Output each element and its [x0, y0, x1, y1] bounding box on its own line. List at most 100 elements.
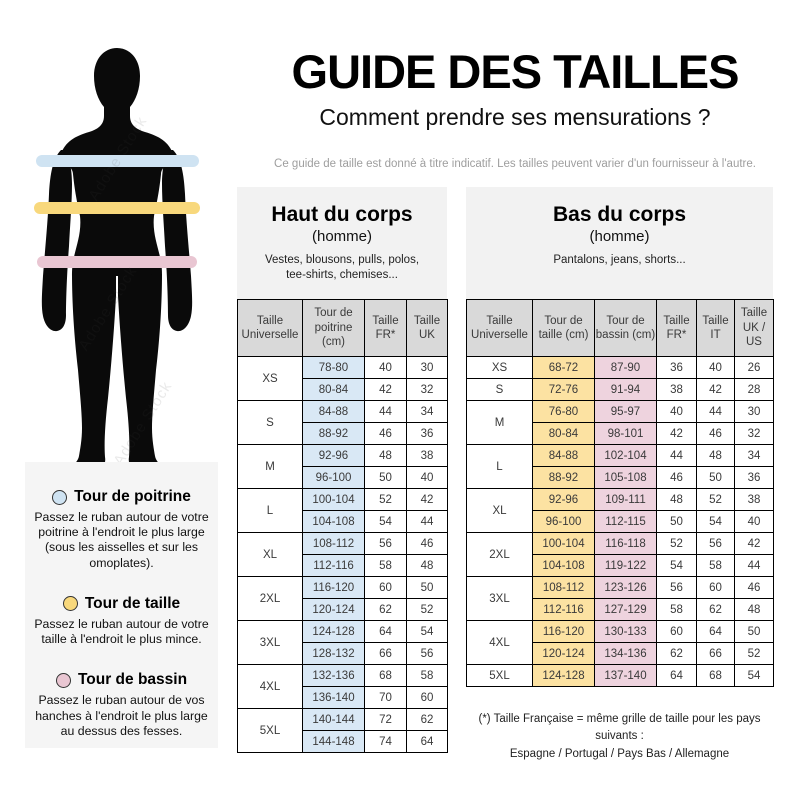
table-cell: 32 — [406, 378, 448, 401]
table-row: 120-124 134-136 62 66 52 — [467, 642, 774, 665]
table-cell: 44 — [656, 444, 697, 467]
table-cell: 64 — [364, 620, 407, 643]
table-cell: 30 — [406, 356, 448, 379]
table-cell: 124-128 — [302, 620, 365, 643]
table-row: 112-116 58 48 — [238, 554, 448, 577]
table-cell: 116-120 — [302, 576, 365, 599]
column-header: Taille UK / US — [734, 299, 774, 357]
column-header: Taille Universelle — [237, 299, 303, 357]
table-row: 4XL 132-136 68 58 — [237, 664, 448, 709]
legend-title: Tour de bassin — [77, 671, 188, 689]
column-header: Tour de taille (cm) — [532, 299, 595, 357]
table-cell: 72 — [364, 708, 407, 731]
lower-body-panel: Bas du corps (homme) Pantalons, jeans, s… — [466, 187, 773, 299]
table-cell: 137-140 — [594, 664, 657, 687]
table-cell: 44 — [364, 400, 407, 423]
size-cell: XS — [466, 356, 533, 379]
footnote-line-2: Espagne / Portugal / Pays Bas / Allemagn… — [509, 747, 730, 760]
table-cell: 38 — [734, 488, 774, 511]
size-cell: S — [237, 400, 303, 445]
table-row: 104-108 54 44 — [238, 510, 448, 533]
table-row: 3XL 108-112 123-126 56 60 46 — [466, 576, 774, 621]
table-cell: 64 — [656, 664, 697, 687]
upper-body-panel: Haut du corps (homme) Vestes, blousons, … — [237, 187, 447, 299]
table-cell: 38 — [406, 444, 448, 467]
lower-body-size-table: Taille Universelle Tour de taille (cm) Tou… — [466, 299, 774, 687]
table-cell: 56 — [696, 532, 735, 555]
lower-body-gender: (homme) — [589, 228, 650, 245]
table-cell: 50 — [696, 466, 735, 489]
column-header: Taille Universelle — [466, 299, 533, 357]
table-cell: 58 — [364, 554, 407, 577]
table-cell: 64 — [696, 620, 735, 643]
table-cell: 60 — [696, 576, 735, 599]
header-row: Taille Universelle Tour de poitrine (cm) T… — [237, 299, 448, 357]
table-cell: 46 — [696, 422, 735, 445]
table-cell: 102-104 — [594, 444, 657, 467]
table-cell: 88-92 — [532, 466, 595, 489]
table-cell: 119-122 — [594, 554, 657, 577]
table-cell: 34 — [406, 400, 448, 423]
size-cell: 3XL — [466, 576, 533, 621]
table-cell: 68 — [364, 664, 407, 687]
table-cell: 95-97 — [594, 400, 657, 423]
table-cell: 80-84 — [532, 422, 595, 445]
page-subtitle: Comment prendre ses mensurations ? — [319, 104, 711, 130]
legend-description: Passez le ruban autour de votre taille à… — [34, 616, 209, 647]
column-header: Tour de bassin (cm) — [594, 299, 657, 357]
table-cell: 116-120 — [532, 620, 595, 643]
table-cell: 112-116 — [532, 598, 595, 621]
upper-body-gender: (homme) — [311, 228, 372, 245]
table-cell: 127-129 — [594, 598, 657, 621]
legend-title-row: Tour de bassin — [25, 671, 218, 689]
table-row: 5XL 140-144 72 62 — [237, 708, 448, 753]
header-row: Taille Universelle Tour de taille (cm) Tou… — [466, 299, 774, 357]
table-cell: 136-140 — [302, 686, 365, 709]
table-cell: 116-118 — [594, 532, 657, 555]
table-cell: 68-72 — [532, 356, 595, 379]
table-cell: 46 — [656, 466, 697, 489]
table-cell: 26 — [734, 356, 774, 379]
table-row: M 76-80 95-97 40 44 30 — [466, 400, 774, 445]
table-cell: 60 — [406, 686, 448, 709]
table-cell: 48 — [406, 554, 448, 577]
table-cell: 46 — [734, 576, 774, 599]
legend-title: Tour de taille — [84, 594, 181, 612]
table-cell: 112-116 — [302, 554, 365, 577]
size-cell: L — [237, 488, 303, 533]
table-cell: 140-144 — [302, 708, 365, 731]
table-row: 88-92 105-108 46 50 36 — [467, 466, 774, 489]
footnote-line-1: (*) Taille Française = même grille de ta… — [478, 713, 761, 743]
table-cell: 68 — [696, 664, 735, 687]
table-cell: 50 — [656, 510, 697, 533]
table-cell: 109-111 — [594, 488, 657, 511]
table-cell: 104-108 — [532, 554, 595, 577]
table-cell: 60 — [364, 576, 407, 599]
column-header: Taille UK — [406, 299, 448, 357]
table-cell: 46 — [406, 532, 448, 555]
table-row: 96-100 112-115 50 54 40 — [467, 510, 774, 533]
table-row: 80-84 98-101 42 46 32 — [467, 422, 774, 445]
table-cell: 52 — [406, 598, 448, 621]
table-cell: 108-112 — [302, 532, 365, 555]
table-cell: 74 — [364, 730, 407, 753]
table-row: 4XL 116-120 130-133 60 64 50 — [466, 620, 774, 665]
table-cell: 128-132 — [302, 642, 365, 665]
legend-title: Tour de poitrine — [74, 488, 191, 505]
table-cell: 54 — [364, 510, 407, 533]
fr-size-footnote: (*) Taille Française = même grille de ta… — [466, 711, 773, 763]
chest-measure-band — [36, 155, 199, 167]
table-cell: 40 — [406, 466, 448, 489]
table-cell: 84-88 — [532, 444, 595, 467]
table-cell: 42 — [364, 378, 407, 401]
column-header: Taille IT — [696, 299, 735, 357]
table-cell: 112-115 — [594, 510, 657, 533]
size-cell: 4XL — [237, 664, 303, 709]
body-figure: Adobe Stock Adobe Stock Adobe Stock — [0, 0, 232, 480]
table-cell: 52 — [364, 488, 407, 511]
table-cell: 62 — [406, 708, 448, 731]
table-cell: 48 — [364, 444, 407, 467]
waist-measure-band — [34, 202, 200, 214]
lower-body-description: Pantalons, jeans, shorts... — [553, 254, 686, 266]
